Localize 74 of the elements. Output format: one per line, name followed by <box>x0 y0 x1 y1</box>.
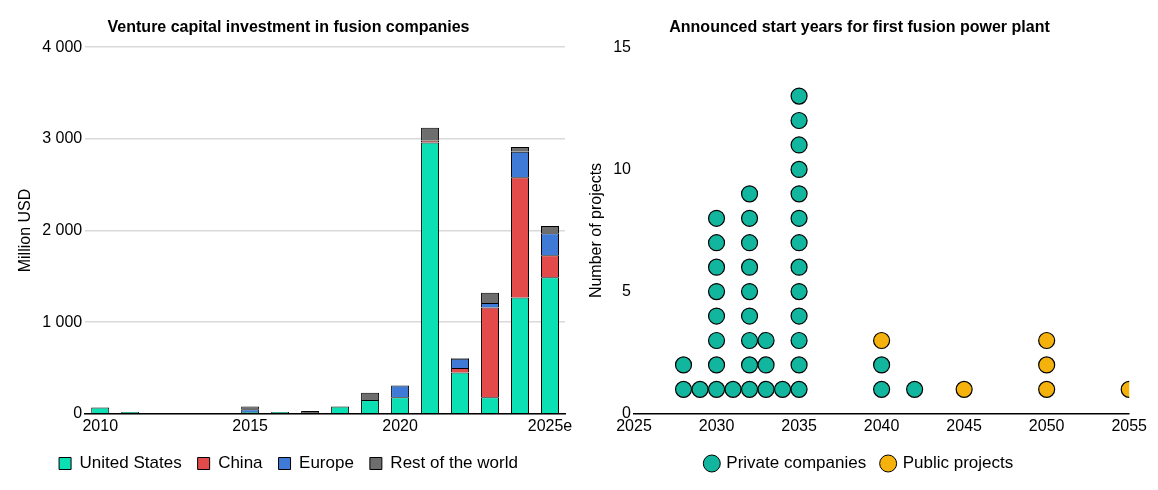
point <box>757 331 775 350</box>
legend-label: China <box>218 453 264 473</box>
point <box>873 380 891 398</box>
point <box>740 209 759 227</box>
point <box>740 258 759 276</box>
point <box>790 234 808 252</box>
point <box>1038 380 1056 398</box>
y-tick-label: 2 000 <box>42 220 83 238</box>
legend-label: United States <box>79 453 182 473</box>
x-tick-label: 2020 <box>382 416 418 434</box>
y-tick-label: 1 000 <box>42 312 83 330</box>
point <box>790 185 808 203</box>
point <box>790 258 808 276</box>
point <box>707 331 726 350</box>
point <box>1038 331 1056 350</box>
point <box>674 380 693 398</box>
point <box>707 209 726 227</box>
point <box>707 356 726 374</box>
point <box>906 380 924 398</box>
chart-title: Announced start years for first fusion power plant <box>669 18 1051 36</box>
point <box>1038 356 1056 374</box>
y-tick-label: 10 <box>613 159 632 177</box>
chart-title: Venture capital investment in fusion companies <box>107 18 470 36</box>
point <box>757 380 775 398</box>
y-tick-label: 0 <box>73 404 83 422</box>
point <box>955 380 973 398</box>
point <box>674 356 693 374</box>
point <box>691 380 709 398</box>
x-tick-label: 2050 <box>1028 416 1065 434</box>
point <box>740 331 759 350</box>
point <box>707 234 726 252</box>
x-tick-label: 2030 <box>698 416 735 434</box>
point <box>707 283 726 301</box>
point <box>790 380 808 398</box>
point <box>790 111 808 130</box>
y-axis-title: Million USD <box>16 188 34 273</box>
point <box>773 380 792 398</box>
y-tick-label: 15 <box>613 37 632 55</box>
point <box>757 356 775 374</box>
point <box>707 258 726 276</box>
point <box>740 380 759 398</box>
point <box>873 356 891 374</box>
point <box>707 307 726 325</box>
point <box>790 331 808 350</box>
point <box>790 160 808 178</box>
y-tick-label: 5 <box>622 282 632 300</box>
legend-label: Europe <box>299 453 354 473</box>
point <box>790 356 808 374</box>
legend-label: Public projects <box>902 453 1014 473</box>
point <box>790 283 808 301</box>
x-tick-label: 2045 <box>946 416 983 434</box>
x-tick-label: 2010 <box>82 416 119 434</box>
point <box>790 87 808 105</box>
point <box>740 185 759 203</box>
x-tick-label: 2025e <box>527 416 573 434</box>
y-axis-title: Number of projects <box>587 162 605 299</box>
x-tick-label: 2055 <box>1111 416 1148 434</box>
legend-label: Rest of the world <box>390 453 518 473</box>
point <box>740 307 759 325</box>
point <box>790 307 808 325</box>
y-tick-label: 3 000 <box>42 129 83 147</box>
point <box>740 234 759 252</box>
point <box>724 380 742 398</box>
point <box>740 283 759 301</box>
point <box>707 380 726 398</box>
x-tick-label: 2040 <box>863 416 900 434</box>
point <box>873 331 891 350</box>
point <box>790 209 808 227</box>
point <box>790 136 808 154</box>
x-tick-label: 2015 <box>232 416 269 434</box>
point <box>740 356 759 374</box>
legend-label: Private companies <box>726 453 867 473</box>
x-tick-label: 2035 <box>781 416 817 434</box>
y-tick-label: 4 000 <box>42 37 83 55</box>
